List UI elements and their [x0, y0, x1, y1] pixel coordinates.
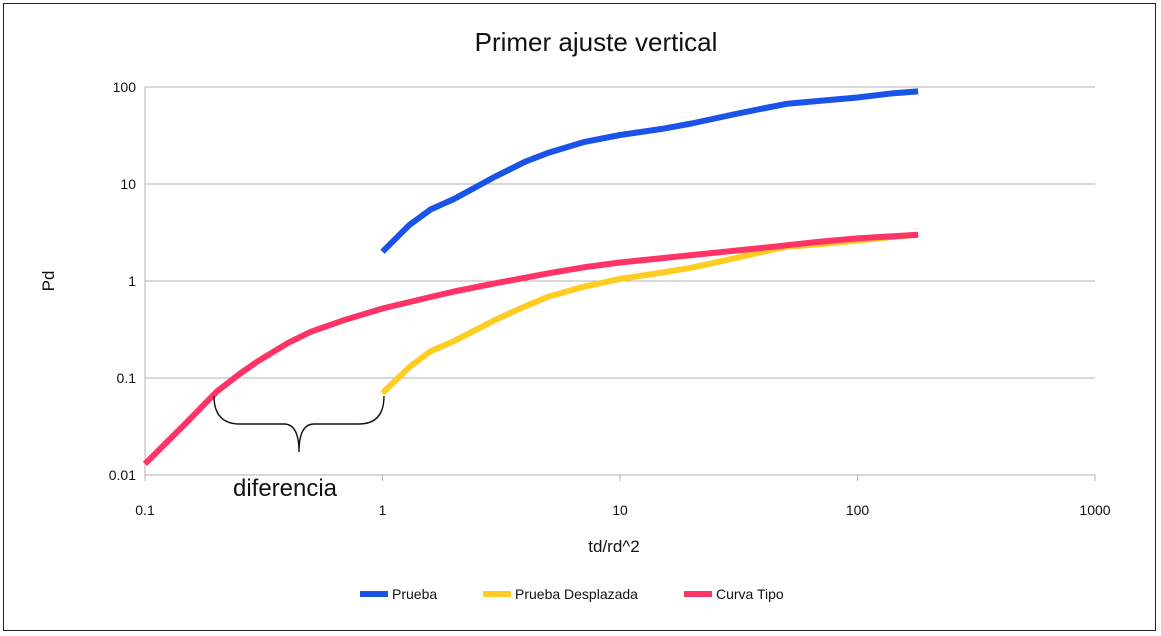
- y-axis-label: Pd: [39, 271, 58, 292]
- x-axis-label: td/rd^2: [588, 537, 639, 556]
- x-tick-label-0: 0.1: [135, 502, 155, 518]
- x-tick-label-4: 1000: [1079, 502, 1110, 518]
- x-tick-label-1: 1: [379, 502, 387, 518]
- legend-label-prueba-desplazada: Prueba Desplazada: [515, 586, 638, 602]
- series-line-prueba: [380, 88, 919, 254]
- grid-lines: [144, 86, 1096, 481]
- series-line-curva-tipo: [142, 231, 919, 467]
- legend-label-prueba: Prueba: [392, 586, 437, 602]
- diferencia-annotation: diferencia: [233, 475, 338, 502]
- x-tick-label-2: 10: [612, 502, 628, 518]
- y-tick-label-4: 100: [113, 79, 137, 95]
- legend: Prueba Prueba Desplazada Curva Tipo: [360, 586, 784, 602]
- y-tick-labels: 0.01 0.1 1 10 100: [109, 79, 136, 483]
- y-tick-label-3: 10: [120, 176, 136, 192]
- series-layer: [142, 88, 919, 467]
- y-tick-label-0: 0.01: [109, 467, 136, 483]
- y-tick-label-2: 1: [128, 273, 136, 289]
- y-tick-label-1: 0.1: [117, 370, 137, 386]
- legend-label-curva-tipo: Curva Tipo: [716, 586, 784, 602]
- x-tick-labels: 0.1 1 10 100 1000: [135, 502, 1111, 518]
- diferencia-brace: [213, 395, 385, 453]
- chart-frame: [3, 3, 1156, 631]
- chart-title: Primer ajuste vertical: [475, 27, 718, 57]
- x-tick-label-3: 100: [846, 502, 870, 518]
